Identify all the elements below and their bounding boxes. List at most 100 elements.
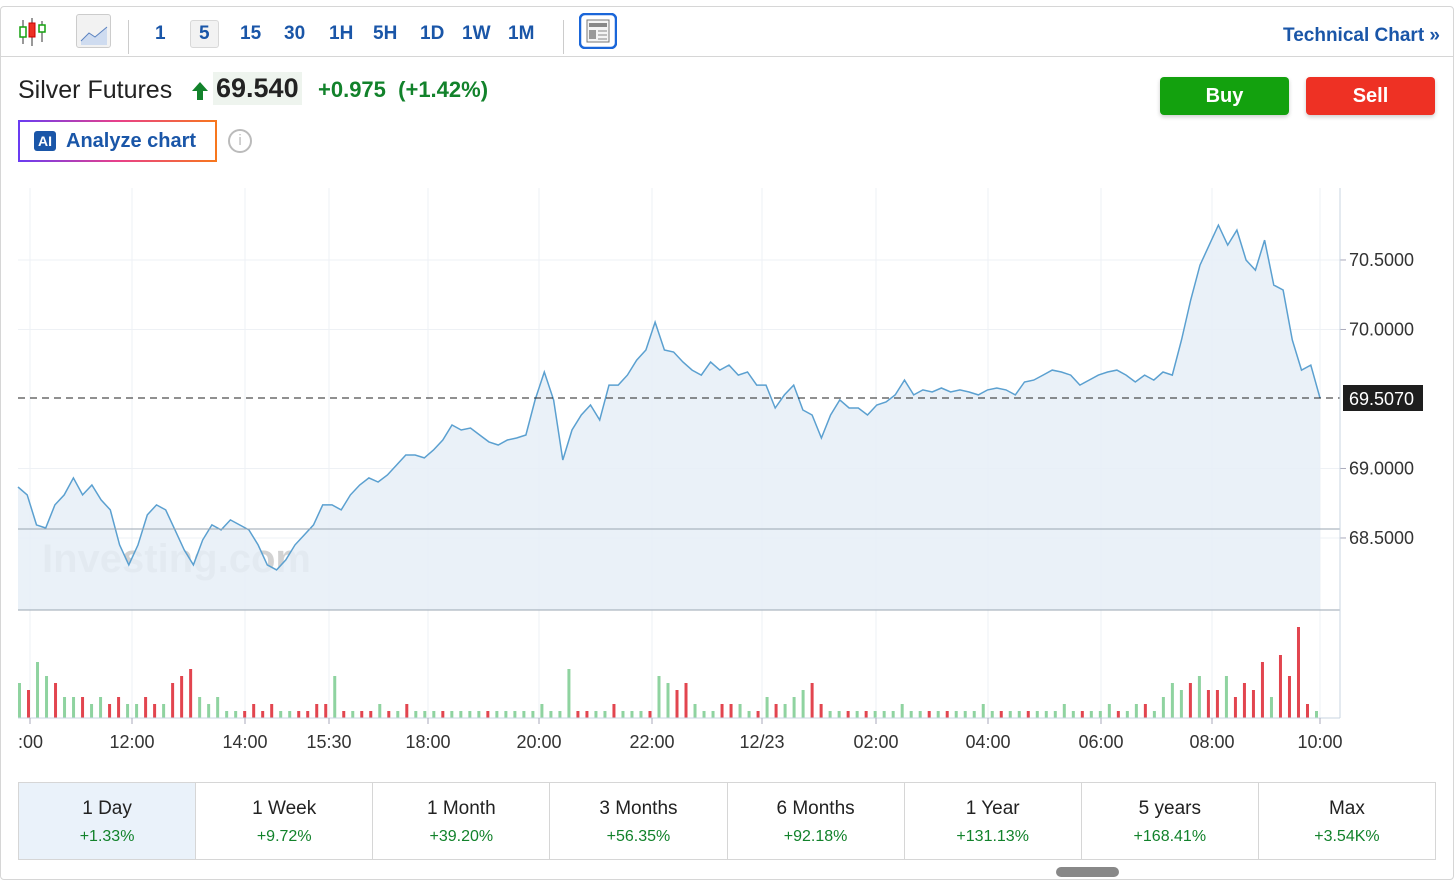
volume-bar — [738, 704, 742, 718]
volume-bar — [540, 704, 544, 718]
timeframe-1H[interactable]: 1H — [329, 23, 354, 44]
volume-bar — [270, 704, 274, 718]
volume-bar — [198, 697, 202, 718]
volume-bar — [387, 711, 391, 718]
period-change: +9.72% — [256, 828, 312, 845]
timeframe-1M[interactable]: 1M — [508, 23, 535, 44]
volume-bar — [450, 711, 454, 718]
period-change: +3.54K% — [1314, 828, 1380, 845]
volume-bar — [351, 711, 355, 718]
volume-bar — [810, 683, 814, 718]
volume-bar — [1089, 711, 1093, 718]
volume-bar — [36, 662, 40, 718]
volume-bar — [1125, 711, 1129, 718]
instrument-name: Silver Futures — [18, 76, 173, 104]
period-label: 6 Months — [776, 798, 855, 819]
volume-bar — [918, 711, 922, 718]
y-tick-label: 68.5000 — [1349, 528, 1414, 548]
volume-bar — [1062, 704, 1066, 718]
volume-bar — [72, 697, 76, 718]
volume-bar — [396, 711, 400, 718]
volume-bar — [1242, 683, 1246, 718]
volume-bar — [1305, 704, 1309, 718]
volume-bar — [1233, 697, 1237, 718]
volume-bar — [405, 704, 409, 718]
volume-bar — [414, 711, 418, 718]
volume-bar — [774, 704, 778, 718]
period-tab[interactable]: 1 Year +131.13% — [905, 783, 1082, 859]
volume-bar — [1278, 655, 1282, 718]
period-change: +39.20% — [429, 828, 494, 845]
volume-bar — [315, 704, 319, 718]
volume-bar — [702, 711, 706, 718]
timeframe-1W[interactable]: 1W — [462, 23, 491, 44]
candlestick-icon[interactable] — [18, 18, 48, 46]
price-chart[interactable]: 70.500070.000069.000068.5000Investing.co… — [0, 0, 1456, 770]
volume-bar — [1179, 690, 1183, 718]
volume-bar — [378, 704, 382, 718]
volume-bar — [999, 711, 1003, 718]
volume-bar — [756, 711, 760, 718]
volume-bar — [1224, 676, 1228, 718]
technical-chart-link[interactable]: Technical Chart » — [1283, 25, 1440, 46]
timeframe-30[interactable]: 30 — [284, 23, 306, 44]
timeframe-15[interactable]: 15 — [240, 23, 262, 44]
period-tab[interactable]: Max +3.54K% — [1259, 783, 1435, 859]
volume-bar — [1269, 697, 1273, 718]
volume-bar — [459, 711, 463, 718]
volume-bar — [927, 711, 931, 718]
volume-bar — [963, 711, 967, 718]
price-area-fill — [18, 225, 1320, 610]
last-price: 69.540 — [213, 72, 302, 105]
period-tab[interactable]: 1 Week +9.72% — [196, 783, 374, 859]
volume-bar — [747, 711, 751, 718]
volume-bar — [621, 711, 625, 718]
volume-bar — [1152, 711, 1156, 718]
volume-bar — [936, 711, 940, 718]
period-tab[interactable]: 6 Months +92.18% — [728, 783, 905, 859]
volume-bar — [522, 711, 526, 718]
period-tab[interactable]: 3 Months +56.35% — [550, 783, 728, 859]
volume-bar — [513, 711, 517, 718]
price-line — [17, 223, 1321, 571]
volume-bar — [666, 683, 670, 718]
sell-button[interactable]: Sell — [1306, 77, 1435, 115]
timeframe-1[interactable]: 1 — [155, 23, 166, 44]
volume-bar — [279, 711, 283, 718]
period-tab[interactable]: 1 Day +1.33% — [19, 783, 197, 859]
volume-bar — [720, 704, 724, 718]
period-tabs: 1 Day +1.33% 1 Week +9.72% 1 Month +39.20% 3 M… — [18, 782, 1436, 860]
timeframe-5[interactable]: 5 — [190, 20, 219, 48]
volume-bar — [972, 711, 976, 718]
volume-bar — [189, 669, 193, 718]
buy-button[interactable]: Buy — [1160, 77, 1289, 115]
volume-bar — [324, 704, 328, 718]
volume-bar — [801, 690, 805, 718]
analyze-chart-button[interactable]: AI Analyze chart — [18, 120, 217, 162]
volume-bar — [765, 697, 769, 718]
volume-bar — [648, 711, 652, 718]
volume-bar — [54, 683, 58, 718]
volume-bar — [234, 711, 238, 718]
volume-bar — [981, 704, 985, 718]
news-layout-icon[interactable] — [579, 13, 617, 49]
volume-bar — [504, 711, 508, 718]
period-label: Max — [1328, 798, 1365, 819]
volume-bar — [207, 704, 211, 718]
period-tab[interactable]: 1 Month +39.20% — [373, 783, 551, 859]
volume-bar — [342, 711, 346, 718]
timeframe-5H[interactable]: 5H — [373, 23, 398, 44]
period-tab[interactable]: 5 years +168.41% — [1082, 783, 1259, 859]
timeframe-1D[interactable]: 1D — [420, 23, 445, 44]
volume-bar — [1008, 711, 1012, 718]
scrollbar[interactable] — [1056, 867, 1119, 877]
volume-bar — [1107, 704, 1111, 718]
area-chart-icon[interactable] — [76, 14, 111, 48]
volume-bar — [954, 711, 958, 718]
volume-bar — [990, 711, 994, 718]
volume-bar — [1315, 711, 1318, 718]
info-icon[interactable]: i — [228, 129, 252, 153]
volume-bar — [1296, 627, 1300, 718]
period-change: +131.13% — [956, 828, 1029, 845]
volume-bar — [1260, 662, 1264, 718]
